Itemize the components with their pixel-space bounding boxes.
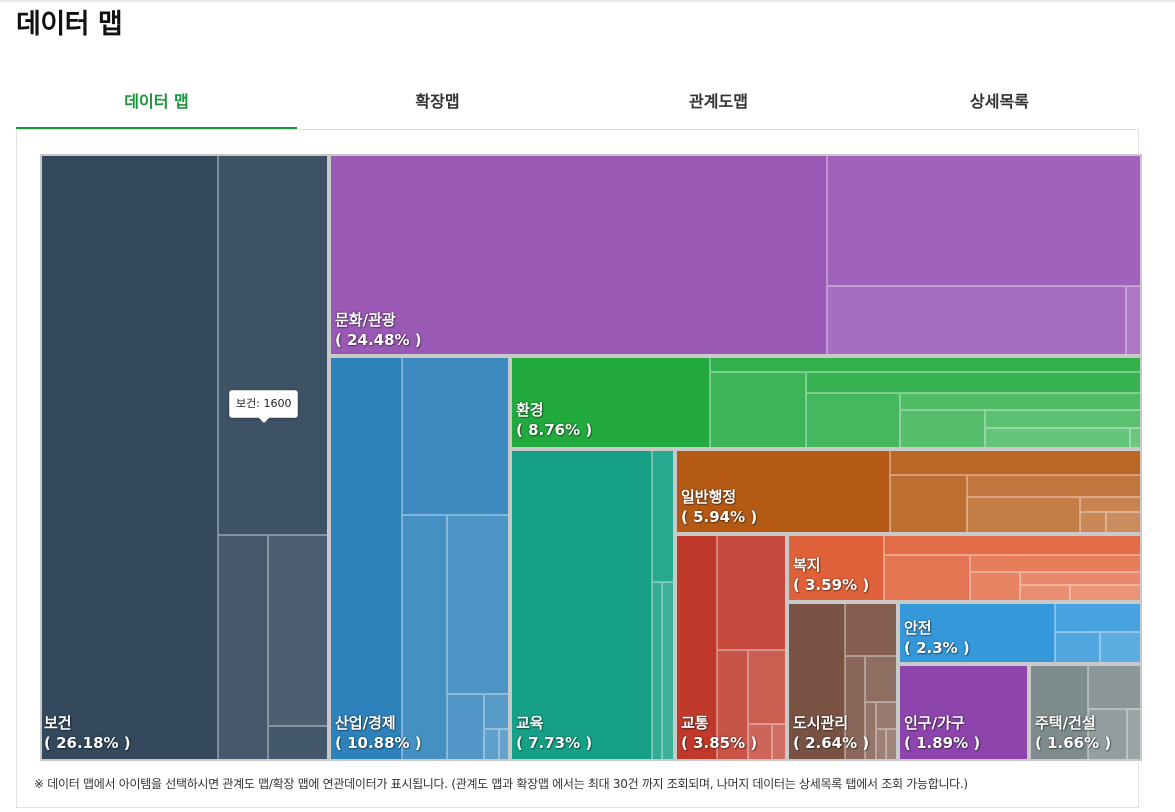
treemap-tile-welfare-2[interactable] bbox=[884, 555, 970, 602]
treemap-tile-welfare-6[interactable] bbox=[1020, 585, 1070, 602]
treemap-tile-education-1[interactable] bbox=[652, 449, 675, 582]
treemap-tile-housing-construction[interactable] bbox=[1029, 664, 1088, 761]
tab-detail-list[interactable]: 상세목록 bbox=[970, 92, 1029, 111]
treemap-tile-environment-4[interactable] bbox=[806, 393, 900, 449]
treemap-tile-general-admin[interactable] bbox=[675, 449, 890, 534]
treemap-tile-general-admin-5[interactable] bbox=[1080, 497, 1142, 512]
treemap-tile-safety[interactable] bbox=[898, 602, 1055, 664]
treemap-tile-environment-7[interactable] bbox=[985, 410, 1142, 428]
tab-data-map[interactable]: 데이터 맵 bbox=[16, 78, 297, 130]
treemap-tile-urban-management-3[interactable] bbox=[865, 656, 898, 702]
treemap-tile-transport[interactable] bbox=[675, 534, 717, 761]
treemap-tile-urban-management-2[interactable] bbox=[845, 656, 865, 761]
treemap-tile-industry-economy-4[interactable] bbox=[447, 694, 484, 761]
treemap-tile-welfare-5[interactable] bbox=[1020, 572, 1142, 585]
treemap-tile-safety-2[interactable] bbox=[1055, 632, 1100, 664]
tab-relation-map[interactable]: 관계도맵 bbox=[689, 92, 748, 111]
treemap-tile-health-1[interactable] bbox=[218, 154, 329, 535]
treemap-tile-culture-tourism[interactable] bbox=[329, 154, 827, 356]
treemap-tile-housing-construction-1[interactable] bbox=[1088, 664, 1142, 709]
footnote: ※ 데이터 맵에서 아이템을 선택하시면 관계도 맵/확장 맵에 연관데이터가 … bbox=[34, 777, 968, 791]
treemap-tile-general-admin-3[interactable] bbox=[967, 475, 1142, 497]
treemap-tile-urban-management-7[interactable] bbox=[886, 729, 898, 761]
treemap-tile-welfare-3[interactable] bbox=[970, 555, 1142, 572]
treemap-tile-urban-management-6[interactable] bbox=[876, 729, 886, 761]
treemap-tile-welfare-7[interactable] bbox=[1070, 585, 1142, 602]
page-title: 데이터 맵 bbox=[16, 9, 123, 40]
treemap-tile-industry-economy-6[interactable] bbox=[484, 729, 499, 761]
treemap-tile-environment-2[interactable] bbox=[710, 372, 806, 449]
treemap-tile-industry-economy-5[interactable] bbox=[484, 694, 510, 729]
treemap-tile-transport-4[interactable] bbox=[748, 724, 772, 761]
treemap-tile-industry-economy-7[interactable] bbox=[499, 729, 510, 761]
treemap-tile-education-3[interactable] bbox=[662, 582, 675, 761]
treemap-tile-welfare-4[interactable] bbox=[970, 572, 1020, 602]
treemap-tile-urban-management-1[interactable] bbox=[845, 602, 898, 656]
treemap-tile-health[interactable] bbox=[40, 154, 218, 761]
treemap: 보건( 26.18% ) 문화/관광( 24.48% ) 산업/경제( 10.88%… bbox=[40, 154, 1142, 761]
treemap-tile-urban-management[interactable] bbox=[787, 602, 845, 761]
treemap-tile-housing-construction-2[interactable] bbox=[1088, 709, 1127, 761]
treemap-tile-environment-9[interactable] bbox=[1130, 428, 1142, 449]
treemap-tile-general-admin-7[interactable] bbox=[1106, 512, 1142, 534]
treemap-tile-industry-economy-3[interactable] bbox=[447, 515, 510, 694]
treemap-tile-environment-1[interactable] bbox=[710, 356, 1142, 372]
treemap-tile-health-3[interactable] bbox=[268, 535, 329, 726]
treemap-tile-education-2[interactable] bbox=[652, 582, 662, 761]
treemap-tile-industry-economy-2[interactable] bbox=[402, 515, 447, 761]
treemap-tile-general-admin-6[interactable] bbox=[1080, 512, 1106, 534]
treemap-tile-environment-8[interactable] bbox=[985, 428, 1130, 449]
treemap-tile-welfare[interactable] bbox=[787, 534, 884, 602]
treemap-tile-general-admin-2[interactable] bbox=[890, 475, 967, 534]
top-divider bbox=[0, 0, 1175, 2]
treemap-tile-health-2[interactable] bbox=[218, 535, 268, 761]
treemap-tile-culture-tourism-2[interactable] bbox=[827, 286, 1126, 356]
treemap-tile-culture-tourism-3[interactable] bbox=[1126, 286, 1142, 356]
treemap-tile-culture-tourism-1[interactable] bbox=[827, 154, 1142, 286]
treemap-tile-industry-economy[interactable] bbox=[329, 356, 402, 761]
treemap-tile-safety-1[interactable] bbox=[1055, 602, 1142, 632]
treemap-tile-environment[interactable] bbox=[510, 356, 710, 449]
treemap-tile-urban-management-4[interactable] bbox=[865, 702, 876, 761]
treemap-tile-transport-5[interactable] bbox=[772, 724, 787, 761]
treemap-tile-environment-5[interactable] bbox=[900, 393, 1142, 410]
treemap-tile-safety-3[interactable] bbox=[1100, 632, 1142, 664]
tab-extended-map[interactable]: 확장맵 bbox=[415, 92, 460, 111]
treemap-tooltip: 보건: 1600 bbox=[229, 390, 299, 423]
treemap-tile-transport-1[interactable] bbox=[717, 534, 787, 650]
treemap-tile-education[interactable] bbox=[510, 449, 652, 761]
treemap-tile-transport-3[interactable] bbox=[748, 650, 787, 724]
treemap-tile-welfare-1[interactable] bbox=[884, 534, 1142, 555]
tab-bar: 데이터 맵 확장맵 관계도맵 상세목록 bbox=[16, 78, 1140, 130]
treemap-tile-general-admin-1[interactable] bbox=[890, 449, 1142, 475]
treemap-tile-environment-6[interactable] bbox=[900, 410, 985, 449]
treemap-tile-population-household[interactable] bbox=[898, 664, 1029, 761]
treemap-tile-environment-3[interactable] bbox=[806, 372, 1142, 393]
treemap-tile-health-4[interactable] bbox=[268, 726, 329, 761]
treemap-tile-industry-economy-1[interactable] bbox=[402, 356, 510, 515]
treemap-tile-general-admin-4[interactable] bbox=[967, 497, 1080, 534]
treemap-tile-urban-management-5[interactable] bbox=[876, 702, 898, 729]
treemap-tile-housing-construction-3[interactable] bbox=[1127, 709, 1142, 761]
treemap-tile-transport-2[interactable] bbox=[717, 650, 748, 761]
